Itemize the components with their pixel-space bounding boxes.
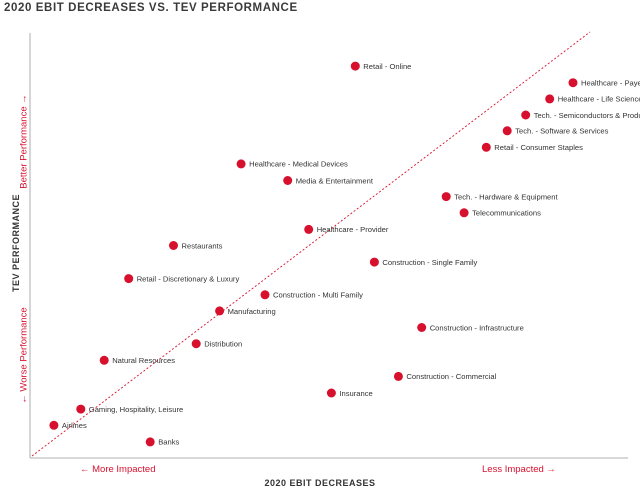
data-point [76, 404, 86, 414]
data-point-label: Banks [158, 438, 179, 447]
data-point-label: Retail - Discretionary & Luxury [137, 274, 240, 283]
data-point-label: Insurance [339, 389, 372, 398]
data-point-label: Construction - Multi Family [273, 291, 363, 300]
data-point-label: Airlines [62, 421, 87, 430]
data-point [145, 437, 155, 447]
diagonal-reference-line [31, 31, 591, 457]
data-point [191, 339, 201, 349]
data-point [236, 159, 246, 169]
data-point-label: Tech. - Semiconductors & Products [534, 111, 640, 120]
chart-title: 2020 EBIT DECREASES VS. TEV PERFORMANCE [4, 2, 298, 14]
data-point [568, 78, 578, 88]
data-point [49, 420, 59, 430]
x-axis-low-note: ← More Impacted [80, 464, 156, 475]
data-point [521, 110, 531, 120]
data-point-label: Gaming, Hospitality, Leisure [89, 405, 183, 414]
data-point-label: Tech. - Software & Services [515, 127, 608, 136]
data-point-label: Distribution [204, 340, 242, 349]
x-axis-high-note: Less Impacted → [482, 464, 556, 475]
data-point-label: Construction - Infrastructure [430, 323, 524, 332]
data-point-label: Healthcare - Medical Devices [249, 160, 348, 169]
data-point [369, 257, 379, 267]
x-axis-label: 2020 EBIT DECREASES [264, 478, 376, 488]
data-point-label: Healthcare - Provider [317, 225, 389, 234]
data-point [283, 176, 293, 185]
data-point [502, 126, 512, 136]
data-point [326, 388, 336, 398]
data-point-label: Manufacturing [228, 307, 276, 316]
points-layer: Retail - Online Healthcare - Payer Healthc… [49, 61, 640, 447]
data-point-label: Construction - Commercial [406, 372, 496, 381]
data-point-label: Media & Entertainment [296, 176, 374, 185]
data-point-label: Tech. - Hardware & Equipment [454, 192, 558, 201]
data-point [124, 274, 134, 284]
data-point-label: Healthcare - Payer [581, 79, 640, 88]
data-point [215, 306, 225, 316]
data-point [169, 241, 178, 250]
data-point [393, 371, 403, 381]
data-point [350, 61, 360, 71]
data-point [304, 224, 314, 234]
data-point [481, 142, 491, 152]
data-point [99, 355, 109, 365]
data-point-label: Retail - Consumer Staples [494, 143, 583, 152]
data-point [545, 94, 555, 104]
data-point-label: Restaurants [182, 241, 223, 250]
data-point-label: Healthcare - Life Sciences [558, 95, 640, 104]
data-point-label: Retail - Online [363, 62, 411, 71]
data-point [417, 323, 427, 332]
data-point-label: Natural Resources [112, 356, 175, 365]
data-point [459, 208, 469, 218]
data-point-label: Telecommunications [472, 209, 541, 218]
data-point [441, 192, 451, 202]
data-point-label: Construction - Single Family [382, 258, 477, 267]
data-point [260, 290, 270, 300]
